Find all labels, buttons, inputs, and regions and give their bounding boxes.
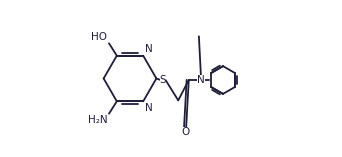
Text: N: N <box>145 103 153 113</box>
Text: H₂N: H₂N <box>88 115 107 125</box>
Text: N: N <box>145 44 153 54</box>
Text: N: N <box>197 75 205 85</box>
Text: O: O <box>182 127 190 137</box>
Text: S: S <box>160 75 167 85</box>
Text: HO: HO <box>91 32 107 42</box>
